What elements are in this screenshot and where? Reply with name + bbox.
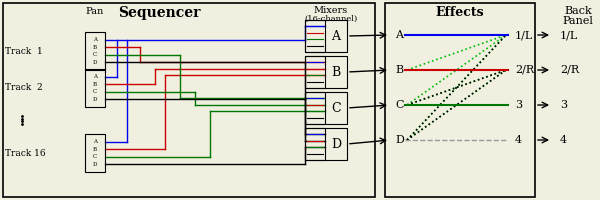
Text: 4: 4 (515, 135, 522, 145)
Text: C: C (331, 102, 341, 114)
Bar (305, 20, 347, 52)
Bar (385, 3, 535, 197)
Text: 3: 3 (515, 100, 522, 110)
Text: Track 16: Track 16 (5, 148, 46, 158)
Bar (305, 20, 325, 52)
Text: C: C (93, 52, 97, 57)
Text: C: C (395, 100, 404, 110)
Text: B: B (93, 82, 97, 87)
Bar (305, 56, 347, 88)
Text: 1/L: 1/L (515, 30, 533, 40)
Text: B: B (93, 147, 97, 152)
Text: B: B (331, 66, 341, 78)
Bar (305, 92, 325, 124)
Text: A: A (93, 74, 97, 79)
Text: 1/L: 1/L (560, 30, 578, 40)
Text: Mixers: Mixers (314, 6, 348, 15)
Text: D: D (331, 138, 341, 150)
Bar (305, 128, 325, 160)
Text: D: D (395, 135, 404, 145)
Text: Sequencer: Sequencer (118, 6, 200, 20)
Text: B: B (395, 65, 403, 75)
Text: D: D (93, 97, 97, 102)
Text: Back: Back (564, 6, 592, 16)
Text: 4: 4 (560, 135, 567, 145)
Text: A: A (331, 29, 341, 43)
Text: D: D (93, 60, 97, 65)
Text: Effects: Effects (436, 6, 484, 19)
Text: 3: 3 (560, 100, 567, 110)
Text: 2/R: 2/R (560, 65, 579, 75)
Text: Track  1: Track 1 (5, 46, 43, 55)
Text: 2/R: 2/R (515, 65, 534, 75)
Bar (3, 3, 375, 197)
Text: A: A (395, 30, 403, 40)
Text: D: D (93, 162, 97, 167)
Text: B: B (93, 45, 97, 50)
Bar (305, 56, 325, 88)
Bar (85, 134, 105, 172)
Text: C: C (93, 154, 97, 159)
Text: C: C (93, 89, 97, 94)
Bar (305, 92, 347, 124)
Bar (85, 32, 105, 70)
Bar (305, 128, 347, 160)
Text: (16-channel): (16-channel) (304, 15, 358, 23)
Text: A: A (93, 37, 97, 42)
Text: Panel: Panel (563, 16, 593, 26)
Text: Track  2: Track 2 (5, 84, 43, 92)
Text: A: A (93, 139, 97, 144)
Bar (85, 69, 105, 107)
Text: Pan: Pan (85, 7, 103, 16)
